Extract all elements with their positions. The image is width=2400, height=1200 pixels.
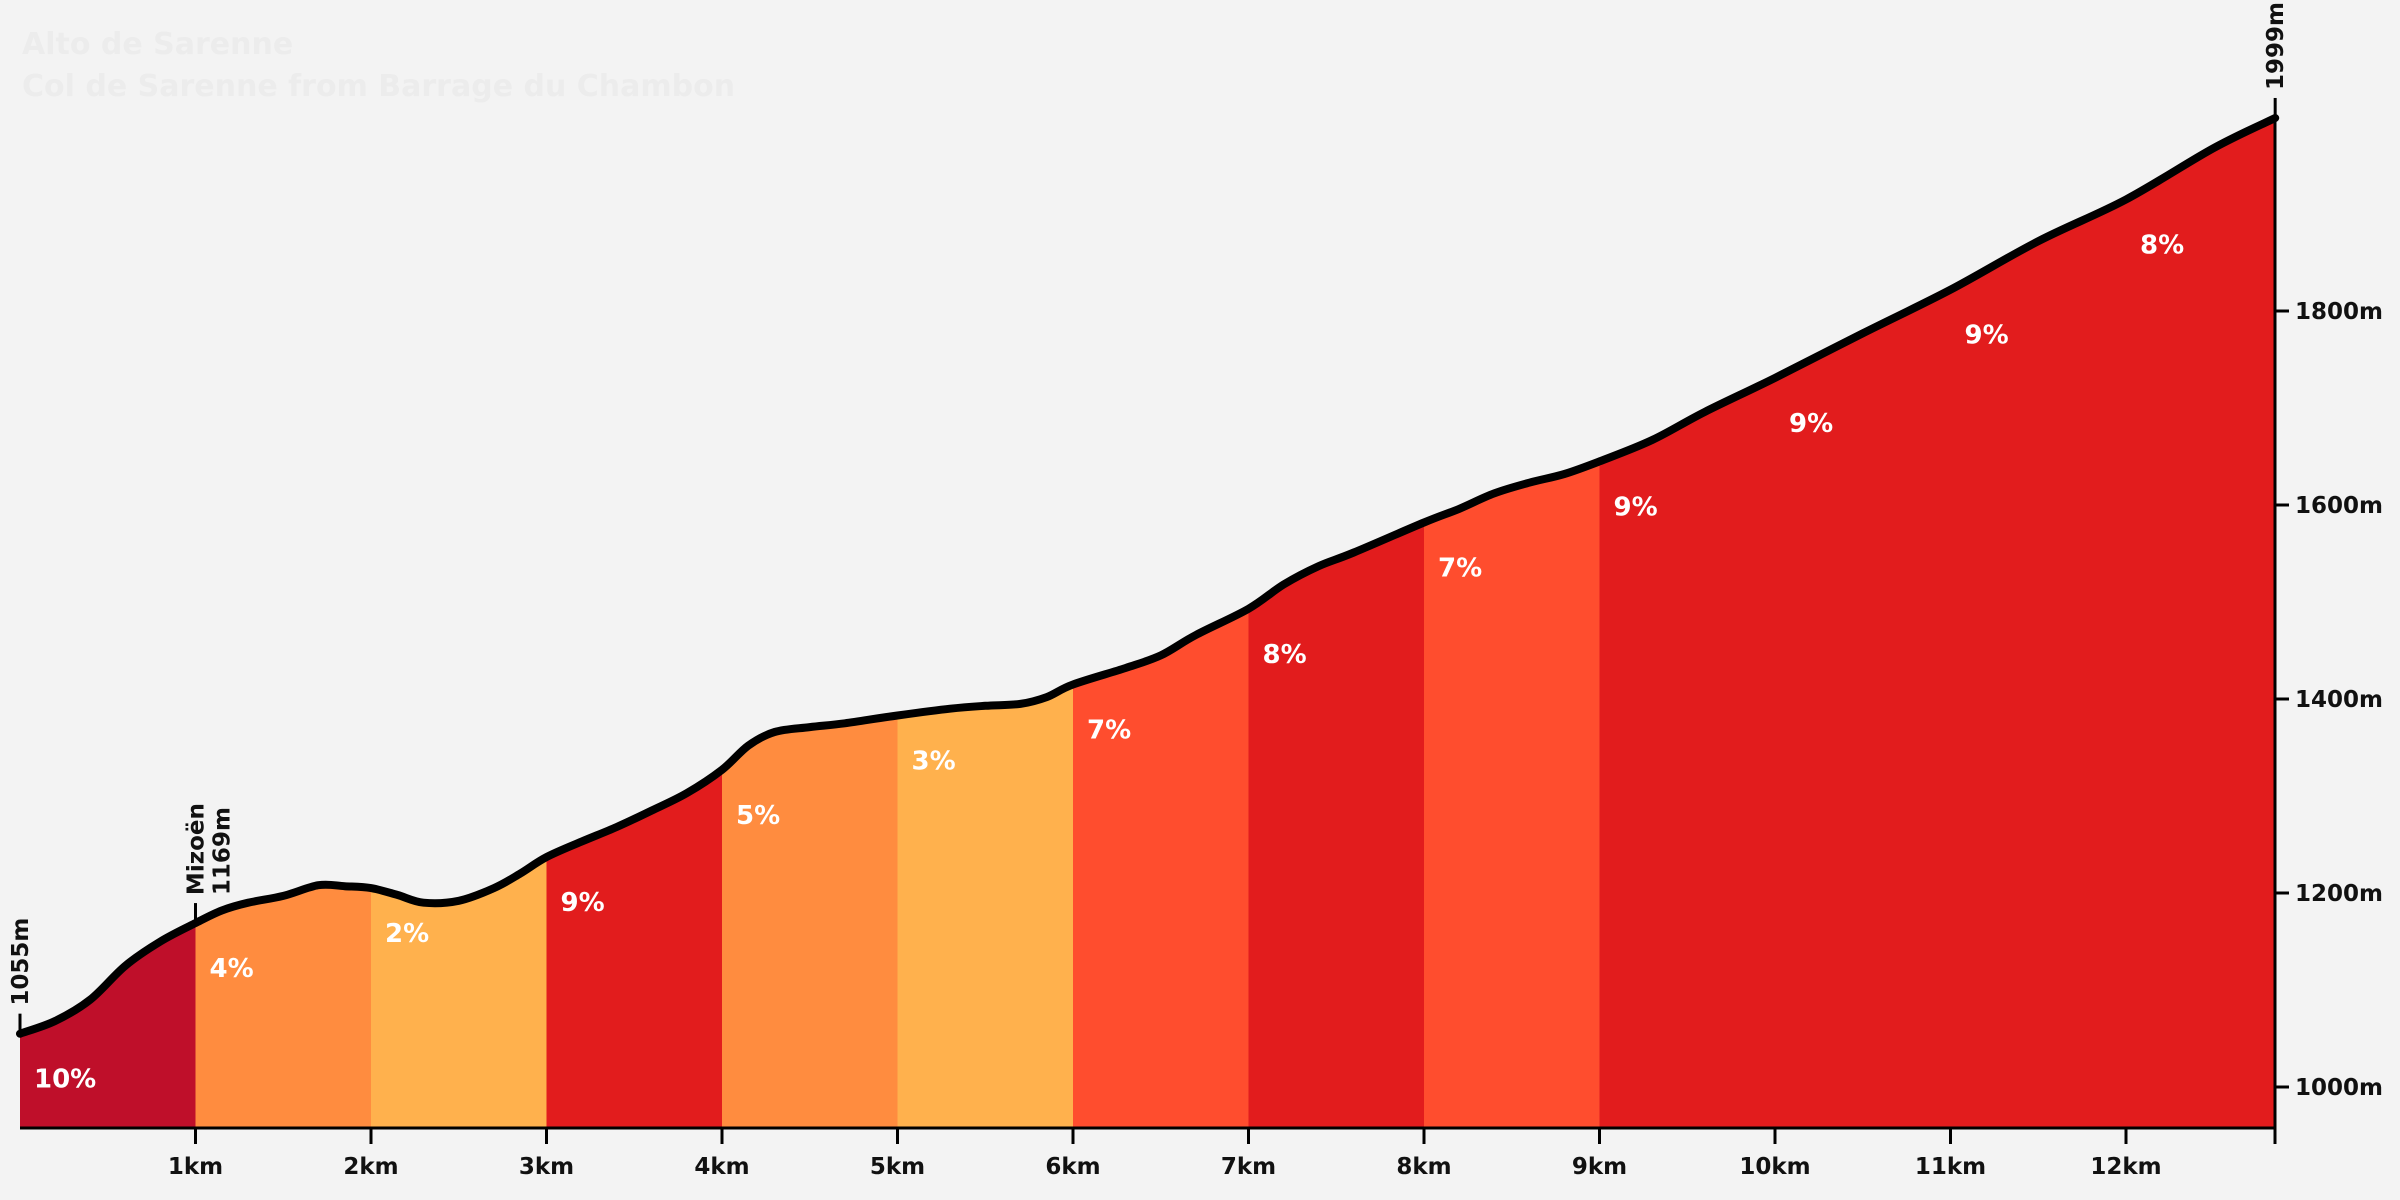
- x-tick-label: 11km: [1915, 1154, 1986, 1180]
- gradient-label: 8%: [1263, 640, 1307, 670]
- marker-elevation-label: 1055m: [8, 918, 34, 1006]
- x-tick-label: 4km: [694, 1154, 749, 1180]
- x-tick-label: 9km: [1572, 1154, 1627, 1180]
- marker-elevation-label: 1169m: [210, 807, 236, 895]
- gradient-segment: [1599, 118, 1776, 1128]
- gradient-segment: [1248, 118, 1425, 1128]
- y-axis: 1000m 1200m 1400m 1600m 1800m: [2273, 117, 2383, 1128]
- gradient-label: 9%: [1614, 492, 1658, 522]
- x-axis: 1km 2km 3km 4km 5km 6km 7km 8km 9km 10km 11km 12km: [20, 1126, 2277, 1180]
- x-tick-label: 2km: [343, 1154, 398, 1180]
- y-tick-label: 1000m: [2295, 1075, 2383, 1101]
- gradient-label: 9%: [1965, 321, 2009, 351]
- gradient-label: 5%: [736, 801, 780, 831]
- marker-name: Mizoën: [184, 803, 210, 895]
- elevation-markers: 1055m Mizoën 1169m 1999m: [8, 2, 2289, 1034]
- y-tick-label: 1200m: [2295, 881, 2383, 907]
- gradient-label: 3%: [912, 746, 956, 776]
- gradient-label: 7%: [1438, 553, 1482, 583]
- profile-line: [16, 114, 2280, 1038]
- gradient-segment: [371, 118, 548, 1128]
- gradient-segment: [1775, 118, 1952, 1128]
- gradient-label: 7%: [1087, 715, 1131, 745]
- gradient-label: 9%: [561, 888, 605, 918]
- profile-line-group: [16, 114, 2280, 1038]
- gradient-segment: [897, 118, 1074, 1128]
- y-tick-label: 1400m: [2295, 687, 2383, 713]
- x-tick-label: 7km: [1221, 1154, 1276, 1180]
- x-tick-label: 3km: [519, 1154, 574, 1180]
- gradient-label: 10%: [34, 1065, 96, 1095]
- marker-elevation-label: 1999m: [2263, 2, 2289, 90]
- x-tick-label: 5km: [870, 1154, 925, 1180]
- gradient-label: 4%: [210, 954, 254, 984]
- gradient-segment: [1950, 118, 2127, 1128]
- gradient-label: 8%: [2140, 230, 2184, 260]
- y-tick-label: 1600m: [2295, 493, 2383, 519]
- x-tick-label: 8km: [1396, 1154, 1451, 1180]
- y-tick-label: 1800m: [2295, 299, 2383, 325]
- gradient-label: 9%: [1789, 409, 1833, 439]
- x-tick-label: 10km: [1739, 1154, 1810, 1180]
- x-tick-label: 1km: [168, 1154, 223, 1180]
- gradient-segment: [20, 118, 197, 1128]
- gradient-labels: 10% 4% 2% 9% 5% 3% 7% 8% 7% 9% 9% 9% 8%: [34, 230, 2184, 1094]
- chart-subtitle: Col de Sarenne from Barrage du Chambon: [22, 69, 735, 104]
- gradient-label: 2%: [385, 919, 429, 949]
- gradient-segment: [546, 118, 723, 1128]
- x-tick-label: 6km: [1045, 1154, 1100, 1180]
- x-tick-label: 12km: [2090, 1154, 2161, 1180]
- gradient-segments: [20, 118, 2276, 1128]
- chart-title: Alto de Sarenne: [22, 27, 293, 62]
- gradient-segment: [1073, 118, 1250, 1128]
- gradient-segment: [722, 118, 899, 1128]
- gradient-segment: [2126, 118, 2276, 1128]
